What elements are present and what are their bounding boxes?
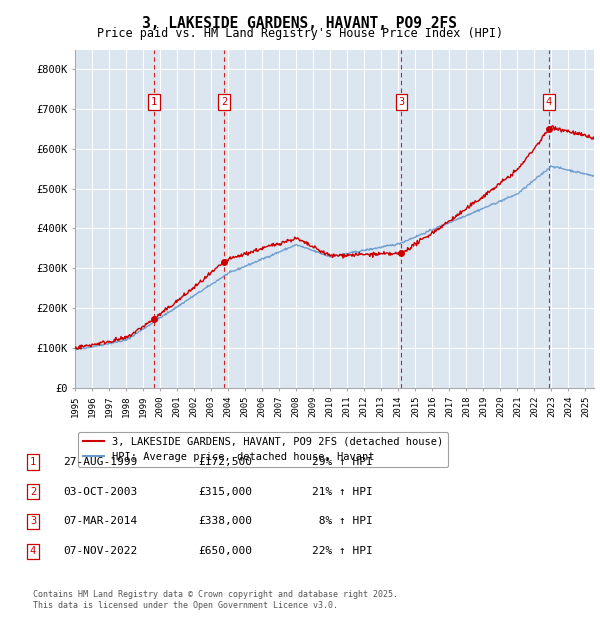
Text: 4: 4 bbox=[30, 546, 36, 556]
Text: 8% ↑ HPI: 8% ↑ HPI bbox=[312, 516, 373, 526]
Text: 27-AUG-1999: 27-AUG-1999 bbox=[63, 457, 137, 467]
Text: 1: 1 bbox=[151, 97, 157, 107]
Text: 07-NOV-2022: 07-NOV-2022 bbox=[63, 546, 137, 556]
Text: £315,000: £315,000 bbox=[198, 487, 252, 497]
Text: 3: 3 bbox=[30, 516, 36, 526]
Text: 21% ↑ HPI: 21% ↑ HPI bbox=[312, 487, 373, 497]
Text: £172,500: £172,500 bbox=[198, 457, 252, 467]
Text: 22% ↑ HPI: 22% ↑ HPI bbox=[312, 546, 373, 556]
Text: 29% ↑ HPI: 29% ↑ HPI bbox=[312, 457, 373, 467]
Text: £338,000: £338,000 bbox=[198, 516, 252, 526]
Text: 3: 3 bbox=[398, 97, 404, 107]
Text: 2: 2 bbox=[30, 487, 36, 497]
Text: 1: 1 bbox=[30, 457, 36, 467]
Text: 07-MAR-2014: 07-MAR-2014 bbox=[63, 516, 137, 526]
Text: 3, LAKESIDE GARDENS, HAVANT, PO9 2FS: 3, LAKESIDE GARDENS, HAVANT, PO9 2FS bbox=[143, 16, 458, 30]
Text: 2: 2 bbox=[221, 97, 227, 107]
Text: 4: 4 bbox=[546, 97, 552, 107]
Text: Price paid vs. HM Land Registry's House Price Index (HPI): Price paid vs. HM Land Registry's House … bbox=[97, 27, 503, 40]
Text: Contains HM Land Registry data © Crown copyright and database right 2025.
This d: Contains HM Land Registry data © Crown c… bbox=[33, 590, 398, 610]
Text: 03-OCT-2003: 03-OCT-2003 bbox=[63, 487, 137, 497]
Legend: 3, LAKESIDE GARDENS, HAVANT, PO9 2FS (detached house), HPI: Average price, detac: 3, LAKESIDE GARDENS, HAVANT, PO9 2FS (de… bbox=[77, 432, 448, 467]
Text: £650,000: £650,000 bbox=[198, 546, 252, 556]
